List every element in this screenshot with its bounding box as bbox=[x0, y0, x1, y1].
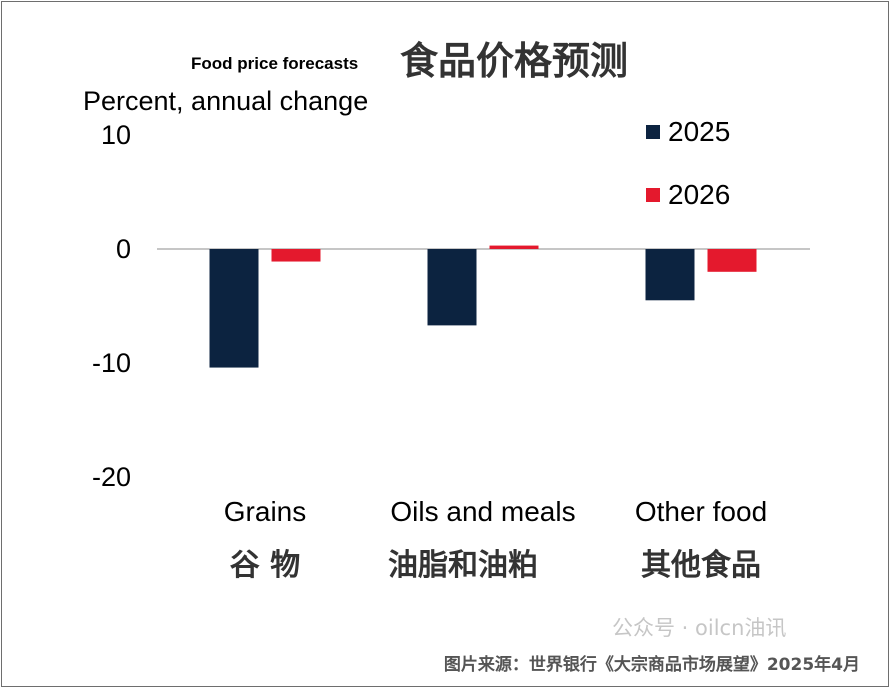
bar-oils-and-meals-2026 bbox=[489, 245, 539, 249]
y-tick-label-minus-20: -20 bbox=[91, 462, 131, 492]
chart-title-cn: 食品价格预测 bbox=[400, 39, 629, 83]
category-label-cn-grains: 谷 物 bbox=[229, 548, 301, 583]
legend-label-2025: 2025 bbox=[668, 116, 731, 147]
legend-label-2026: 2026 bbox=[668, 179, 731, 210]
y-axis-label: Percent, annual change bbox=[83, 86, 369, 116]
bar-grains-2026 bbox=[271, 249, 321, 262]
category-label-oils-and-meals: Oils and meals bbox=[390, 496, 576, 527]
source-note: 图片来源：世界银行《大宗商品市场展望》2025年4月 bbox=[443, 655, 860, 675]
legend-swatch-2025 bbox=[646, 125, 660, 139]
bar-other-food-2025 bbox=[645, 249, 695, 301]
bar-other-food-2026 bbox=[707, 249, 757, 272]
category-label-cn-other-food: 其他食品 bbox=[641, 548, 761, 583]
category-label-cn-oils-and-meals: 油脂和油粕 bbox=[388, 548, 538, 583]
y-tick-label-10: 10 bbox=[100, 120, 131, 150]
chart-title: Food price forecasts bbox=[191, 54, 359, 73]
watermark: 公众号 · oilcn油讯 bbox=[612, 616, 787, 640]
category-label-grains: Grains bbox=[223, 496, 307, 527]
category-label-other-food: Other food bbox=[634, 496, 768, 527]
y-tick-label-0: 0 bbox=[115, 234, 131, 264]
bar-oils-and-meals-2025 bbox=[427, 249, 477, 326]
y-tick-label-minus-10: -10 bbox=[91, 348, 131, 378]
legend-swatch-2026 bbox=[646, 188, 660, 202]
bar-grains-2025 bbox=[209, 249, 259, 368]
